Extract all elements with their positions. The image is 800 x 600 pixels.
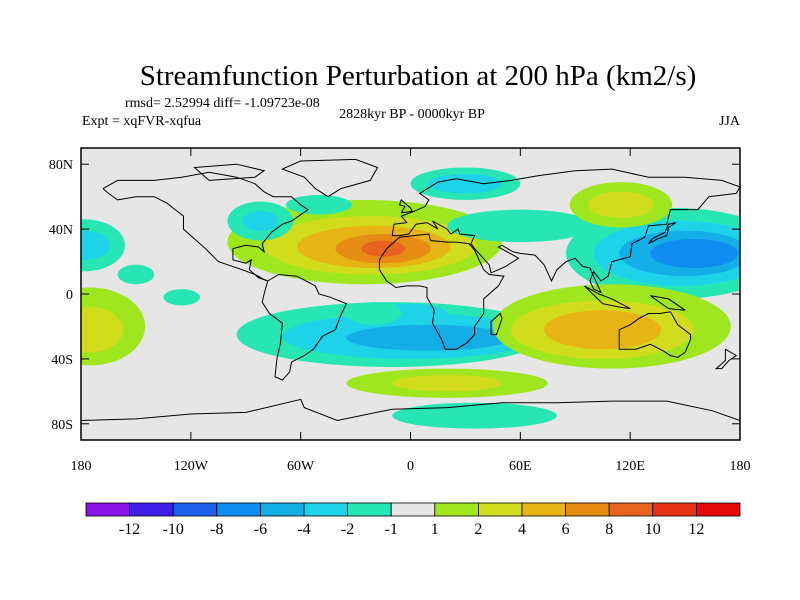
colorbar-label: -6 (254, 521, 267, 538)
y-tick-label: 40S (51, 353, 73, 368)
colorbar-label: 12 (688, 521, 704, 538)
x-tick-label: 180 (71, 459, 92, 474)
colorbar-swatch (216, 502, 261, 517)
coast-africa (378, 233, 505, 350)
y-tick-label: 40N (49, 223, 73, 238)
blob-nepac-l2 (81, 230, 111, 260)
colorbar-label: 10 (645, 521, 661, 538)
blob-ant (392, 402, 557, 429)
blob-lab (286, 195, 352, 215)
coast-eurasia (391, 168, 740, 294)
x-tick-label: 60W (287, 459, 315, 474)
colorbar-swatch (434, 502, 479, 517)
colorbar-label: 2 (474, 521, 482, 538)
y-axis: 80N 40N 0 40S 80S (49, 158, 740, 433)
y-tick-label: 80S (51, 418, 73, 433)
chart-experiment: Expt = xqFVR-xqfua (82, 114, 202, 129)
colorbar-swatch (172, 502, 218, 517)
colorbar-swatch (608, 502, 654, 517)
coast-australia (618, 311, 692, 358)
x-tick-label: 0 (407, 459, 414, 474)
colorbar-label: 4 (518, 521, 526, 538)
coast-madagascar (490, 312, 503, 336)
chart-period: 2828kyr BP - 0000kyr BP (339, 107, 485, 122)
blob-epac (163, 289, 200, 306)
colorbar-label: -4 (297, 521, 310, 538)
contour-fields (81, 167, 740, 429)
colorbar: -12 -10 -8 -6 -4 -2 -1 1 2 4 6 8 10 12 (85, 502, 741, 538)
x-tick-label: 120W (174, 459, 209, 474)
coast-indonesia (584, 285, 631, 310)
colorbar-label: 8 (605, 521, 613, 538)
chart-stats: rmsd= 2.52994 diff= -1.09723e-08 (125, 96, 320, 111)
blob-socean-l2 (392, 375, 503, 392)
blob-spac-l2 (81, 306, 124, 353)
coast-arctic-islands (193, 163, 266, 181)
colorbar-swatch (521, 502, 566, 517)
blob-aus-l3 (544, 310, 662, 350)
blob-wpac-l4 (650, 238, 739, 269)
colorbar-swatch (696, 502, 741, 517)
y-tick-label: 80N (49, 158, 73, 173)
blob-cpac (117, 264, 155, 285)
colorbar-label: -8 (210, 521, 223, 538)
coast-greenland (281, 158, 379, 198)
colorbar-label: -12 (119, 521, 140, 538)
coast-new-zealand (714, 348, 738, 370)
colorbar-swatch (477, 502, 523, 517)
blob-satl-l3 (346, 324, 512, 351)
coast-japan (648, 222, 677, 245)
colorbar-swatch (347, 502, 392, 517)
chart-title: Streamfunction Perturbation at 200 hPa (… (140, 60, 697, 92)
colorbar-label: 1 (431, 521, 439, 538)
coast-south-america (261, 273, 348, 381)
blob-scand-l2 (428, 173, 503, 194)
blob-sib-l2 (588, 191, 654, 218)
x-tick-label: 60E (509, 459, 532, 474)
colorbar-label: -10 (163, 521, 184, 538)
colorbar-swatch (303, 502, 348, 517)
blob-casia (447, 209, 594, 243)
colorbar-swatch (129, 502, 174, 517)
colorbar-label: -1 (385, 521, 398, 538)
coast-north-america (102, 171, 309, 282)
colorbar-label: -2 (341, 521, 354, 538)
coast-antarctica (81, 398, 740, 422)
coastlines (81, 158, 740, 422)
y-tick-label: 0 (66, 288, 73, 303)
blob-natl-l5 (361, 240, 406, 257)
coast-britain (398, 199, 414, 214)
blob-nam-l2 (242, 211, 279, 231)
colorbar-swatch (652, 502, 697, 517)
chart-season: JJA (719, 114, 741, 129)
colorbar-swatch (565, 502, 610, 517)
colorbar-label: 6 (562, 521, 570, 538)
colorbar-swatch (390, 502, 436, 517)
coast-new-guinea (650, 295, 686, 311)
blob-catl (346, 302, 402, 325)
colorbar-swatch (259, 502, 305, 517)
x-tick-label: 120E (615, 459, 645, 474)
colorbar-swatch (85, 502, 130, 517)
x-tick-label: 180 (730, 459, 751, 474)
x-axis: 180 120W 60W 0 60E 120E 180 (71, 148, 751, 474)
